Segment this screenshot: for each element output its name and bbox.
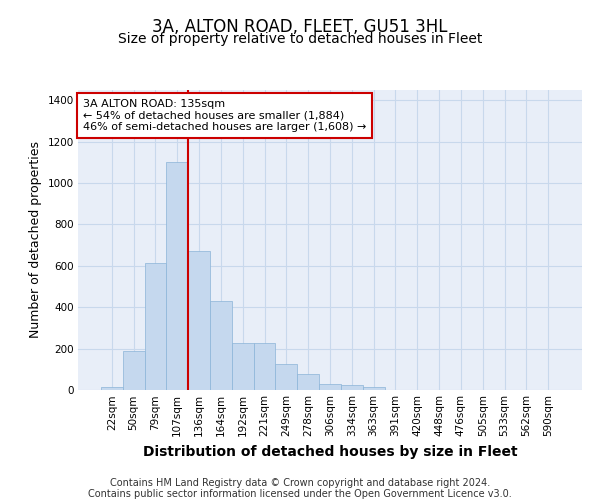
Bar [341, 385, 363, 390]
Bar [319, 384, 341, 390]
Bar [297, 374, 319, 390]
Bar [166, 162, 188, 390]
Bar [123, 350, 145, 390]
Text: 3A ALTON ROAD: 135sqm
← 54% of detached houses are smaller (1,884)
46% of semi-d: 3A ALTON ROAD: 135sqm ← 54% of detached … [83, 99, 367, 132]
Text: Contains public sector information licensed under the Open Government Licence v3: Contains public sector information licen… [88, 489, 512, 499]
Y-axis label: Number of detached properties: Number of detached properties [29, 142, 42, 338]
Text: Size of property relative to detached houses in Fleet: Size of property relative to detached ho… [118, 32, 482, 46]
Bar [363, 387, 385, 390]
Bar [254, 344, 275, 390]
X-axis label: Distribution of detached houses by size in Fleet: Distribution of detached houses by size … [143, 444, 517, 458]
Text: 3A, ALTON ROAD, FLEET, GU51 3HL: 3A, ALTON ROAD, FLEET, GU51 3HL [152, 18, 448, 36]
Bar [188, 252, 210, 390]
Bar [145, 263, 166, 390]
Text: Contains HM Land Registry data © Crown copyright and database right 2024.: Contains HM Land Registry data © Crown c… [110, 478, 490, 488]
Bar [275, 364, 297, 390]
Bar [232, 344, 254, 390]
Bar [210, 301, 232, 390]
Bar [101, 387, 123, 390]
